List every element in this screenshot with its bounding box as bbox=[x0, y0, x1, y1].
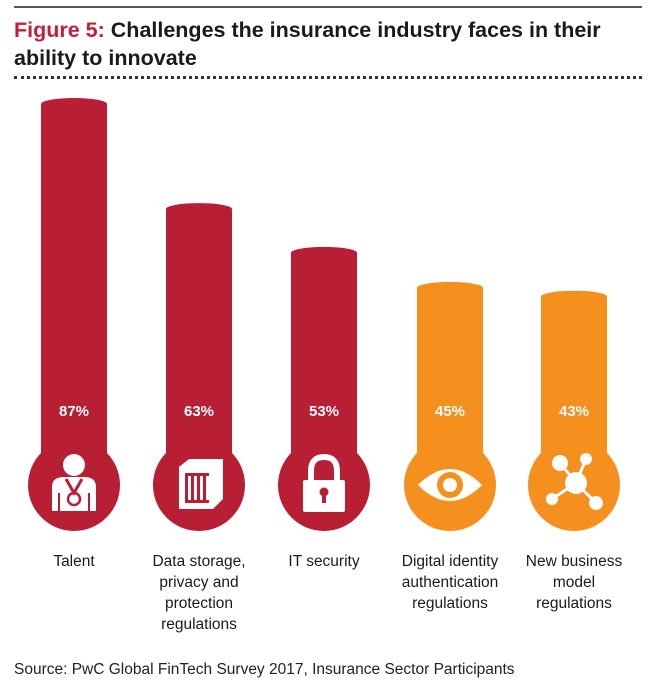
category-label-line: regulations bbox=[536, 595, 612, 612]
bars-layer bbox=[41, 98, 607, 485]
bar-cap bbox=[41, 98, 107, 110]
category-label-line: regulations bbox=[161, 616, 237, 633]
padlock-icon bbox=[303, 453, 345, 512]
category-label: New business model regulations bbox=[526, 553, 623, 612]
bar-cap bbox=[291, 246, 357, 259]
figure-title: Figure 5: Challenges the insurance indus… bbox=[14, 16, 642, 72]
category-label-line: New business bbox=[526, 553, 623, 570]
labels-layer: 87% Talent 63% Data storage, privacy and prot… bbox=[53, 403, 622, 633]
bar-cap bbox=[417, 281, 483, 294]
value-label: 87% bbox=[59, 403, 89, 420]
value-label: 43% bbox=[559, 403, 589, 420]
top-rule bbox=[14, 6, 642, 8]
value-label: 63% bbox=[184, 403, 214, 420]
category-label-line: regulations bbox=[412, 595, 488, 612]
bar-chart: 87% Talent 63% Data storage, privacy and prot… bbox=[28, 98, 622, 633]
category-label-line: privacy and bbox=[159, 574, 238, 591]
bar-cap bbox=[166, 203, 232, 216]
category-label-line: Data storage, bbox=[152, 553, 245, 570]
bar-cap bbox=[541, 290, 607, 303]
category-label-line: authentication bbox=[402, 574, 499, 591]
category-label-line: Talent bbox=[53, 553, 95, 570]
category-label-line: Digital identity bbox=[402, 553, 499, 570]
value-label: 45% bbox=[435, 403, 465, 420]
bar bbox=[41, 104, 107, 485]
network-nodes-icon bbox=[546, 453, 603, 510]
medal-person-icon bbox=[52, 454, 96, 511]
category-label-line: protection bbox=[165, 595, 233, 612]
category-label: Digital identity authentication regulation… bbox=[402, 553, 499, 612]
category-label: Talent bbox=[53, 553, 95, 570]
category-label-line: IT security bbox=[288, 553, 359, 570]
eye-icon bbox=[418, 469, 482, 501]
dotted-divider bbox=[14, 76, 642, 79]
server-rack-icon bbox=[179, 459, 223, 509]
figure-title-text: Challenges the insurance industry faces … bbox=[14, 18, 601, 70]
figure-label: Figure 5: bbox=[14, 18, 105, 42]
source-note: Source: PwC Global FinTech Survey 2017, … bbox=[14, 661, 515, 678]
value-label: 53% bbox=[309, 403, 339, 420]
category-label: Data storage, privacy and protection regula… bbox=[152, 553, 245, 633]
category-label-line: model bbox=[553, 574, 595, 591]
icons-layer bbox=[28, 439, 620, 531]
category-label: IT security bbox=[288, 553, 359, 570]
